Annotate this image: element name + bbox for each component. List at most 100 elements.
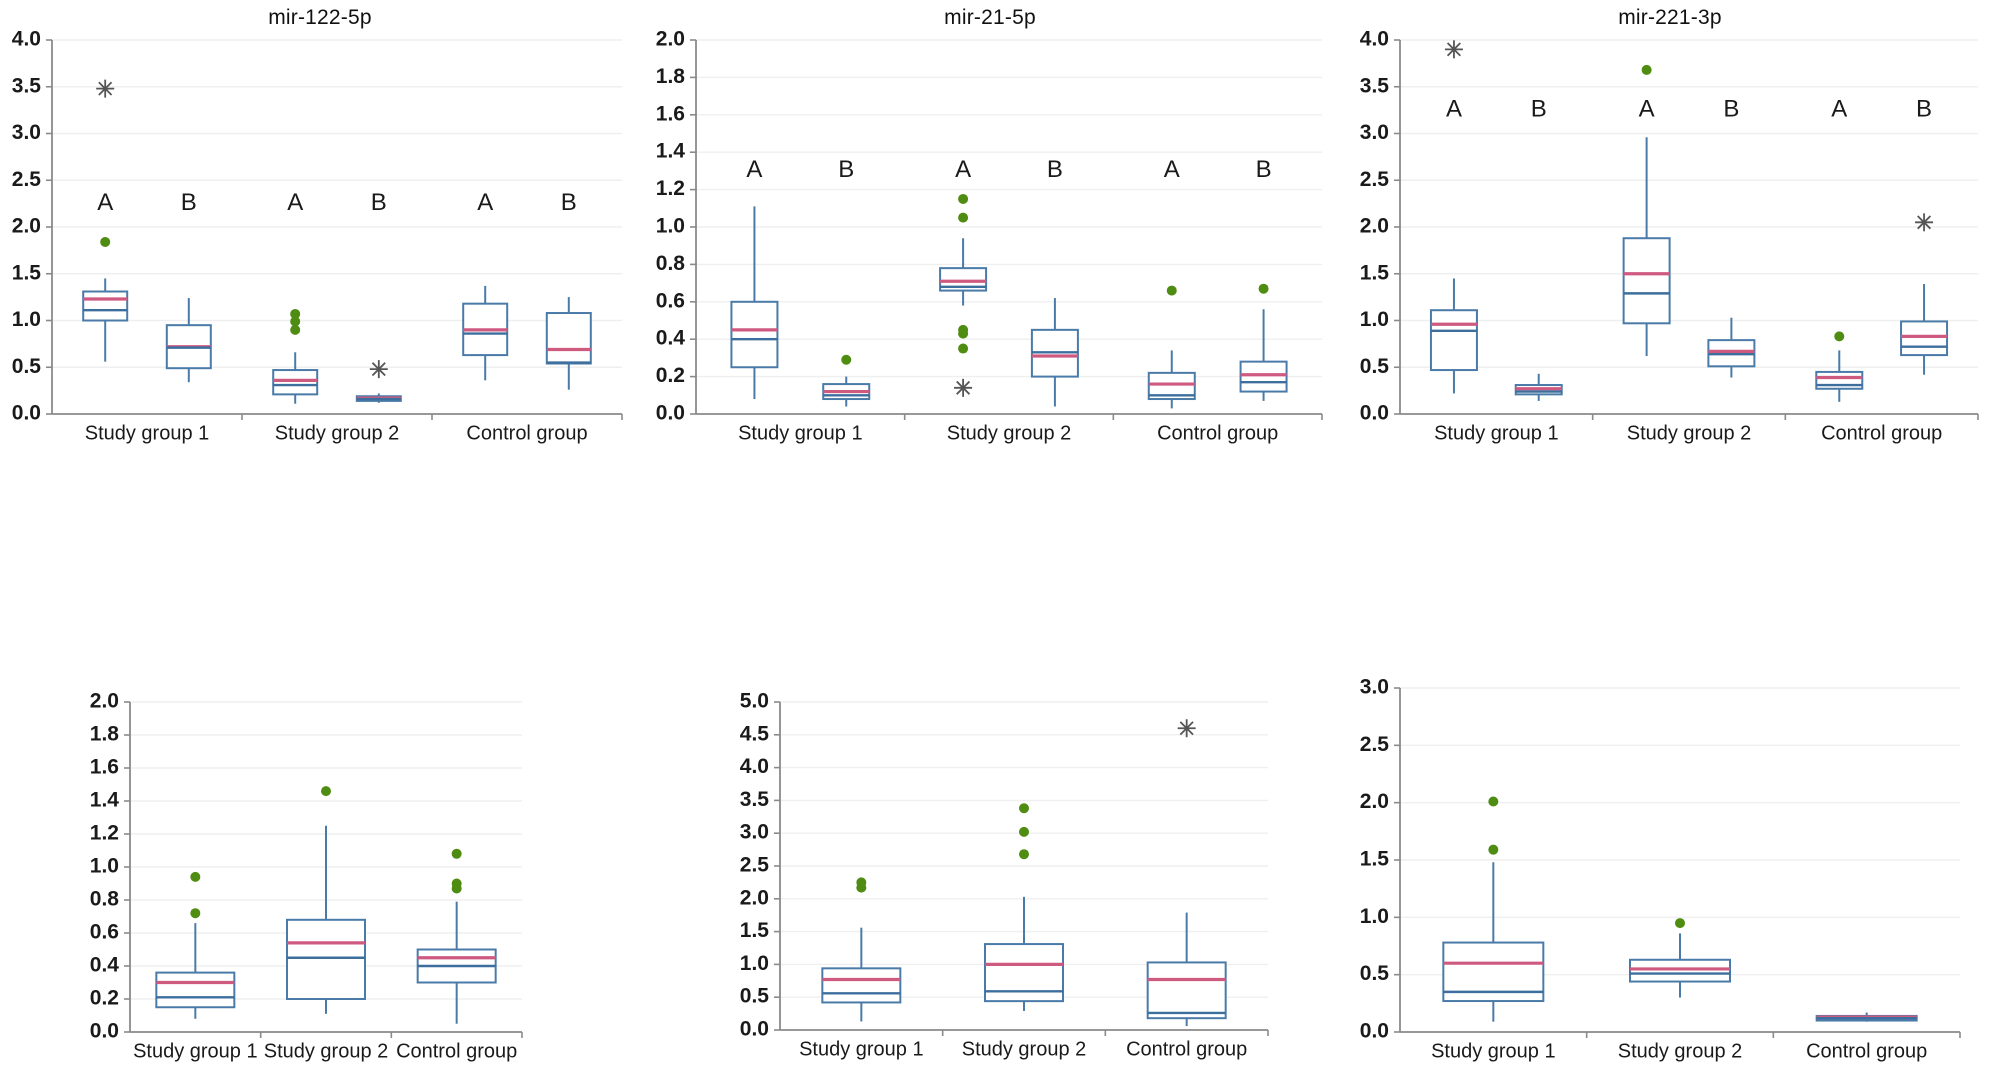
box-plot-group: B — [1900, 95, 1949, 375]
y-axis-tick-label: 2.5 — [1360, 733, 1390, 756]
y-axis-tick-label: 3.5 — [1360, 74, 1390, 97]
x-axis-category-label: Study group 2 — [264, 1041, 389, 1063]
y-axis-tick-label: 0.4 — [90, 954, 120, 977]
y-axis-tick-label: 2.0 — [90, 690, 119, 713]
y-axis-tick-label: 2.0 — [1360, 790, 1389, 813]
panel-title: mir-122-5p — [268, 6, 372, 29]
outlier-point — [1166, 285, 1177, 296]
box-rect — [82, 290, 129, 322]
box-rect — [272, 369, 319, 396]
y-axis-tick-label: 1.8 — [656, 65, 686, 88]
subgroup-label-a: A — [1831, 95, 1847, 122]
extreme-asterisk-marker — [1915, 213, 1934, 232]
box-plot-group — [1146, 719, 1227, 1027]
asterisk-ray — [1446, 42, 1461, 57]
y-axis-tick-label: 1.0 — [1360, 905, 1389, 928]
y-axis-tick-label: 3.0 — [1360, 676, 1389, 699]
y-axis-tick-label: 0.8 — [656, 252, 686, 275]
box-rect — [1815, 370, 1864, 390]
box-rect — [1622, 237, 1671, 325]
subgroup-label-b: B — [1047, 156, 1063, 183]
extreme-asterisk-marker — [96, 79, 115, 98]
y-axis-tick-label: 3.0 — [740, 821, 769, 844]
y-axis-tick-label: 0.8 — [90, 888, 120, 911]
y-axis-tick-label: 3.5 — [12, 74, 42, 97]
subgroup-label-b: B — [838, 156, 854, 183]
box-plot-group: A — [462, 189, 509, 381]
subgroup-label-a: A — [1639, 95, 1655, 122]
x-axis-category-label: Study group 1 — [85, 423, 210, 445]
x-axis-category-label: Study group 1 — [133, 1041, 258, 1063]
box-plot-group — [416, 848, 497, 1024]
subgroup-label-b: B — [561, 189, 577, 216]
box-rect — [1629, 958, 1731, 983]
outlier-point — [1488, 796, 1499, 807]
y-axis-tick-label: 1.2 — [90, 822, 119, 845]
outlier-point — [1019, 826, 1029, 837]
plot-area: 0.0 0.5 1.0 1.5 2.0 2.5 3.0 3.5 4.0 4.5 5.0 Study g… — [560, 620, 1280, 1080]
plot-area: 0.0 0.5 1.0 1.5 2.0 2.5 3.0 3.5 4.0 Study group 1… — [0, 26, 640, 456]
y-axis-tick-label: 0.0 — [740, 1018, 769, 1041]
box-plot-group: A — [1622, 64, 1671, 357]
box-plot-group — [286, 786, 366, 1014]
x-axis-category-label: Study group 2 — [962, 1039, 1087, 1061]
subgroup-label-a: A — [746, 156, 762, 183]
x-axis-category-label: Study group 2 — [947, 423, 1072, 445]
outlier-point — [100, 236, 111, 247]
asterisk-ray — [956, 380, 971, 395]
y-axis-tick-label: 0.4 — [656, 327, 686, 350]
y-axis-tick-label: 3.5 — [740, 788, 770, 811]
plot-area: 0.0 0.5 1.0 1.5 2.0 2.5 3.0 Study group 1 Study … — [1280, 620, 2000, 1080]
y-axis-tick-label: 1.2 — [656, 177, 685, 200]
y-axis-tick-label: 1.5 — [12, 261, 42, 284]
y-axis-tick-label: 1.8 — [90, 723, 120, 746]
x-axis-category-label: Control group — [1126, 1039, 1247, 1061]
y-axis-tick-label: 1.0 — [1360, 308, 1389, 331]
y-axis-tick-label: 2.0 — [656, 28, 685, 51]
extreme-asterisk-marker — [369, 360, 388, 379]
asterisk-ray — [1917, 215, 1932, 230]
outlier-point — [290, 316, 301, 327]
box-plot-group — [155, 871, 236, 1019]
y-axis-tick-label: 2.5 — [1360, 168, 1390, 191]
y-axis-tick-label: 4.0 — [1360, 28, 1389, 51]
asterisk-ray — [1179, 721, 1194, 736]
outlier-point — [841, 354, 852, 365]
outlier-point — [1834, 331, 1845, 342]
panel-title: mir-21-5p — [944, 6, 1036, 29]
panel-mir-122-5p: mir-122-5p 0.0 0.5 1.0 1.5 2.0 2.5 3.0 3.5 4.0 St… — [0, 0, 640, 460]
box-plot-group: B — [1030, 156, 1079, 407]
plot-area: 0.0 0.5 1.0 1.5 2.0 2.5 3.0 3.5 4.0 Study group 1… — [1340, 26, 2000, 456]
subgroup-label-b: B — [1723, 95, 1739, 122]
outlier-point — [321, 786, 331, 797]
y-axis-tick-label: 1.6 — [90, 756, 119, 779]
outlier-point — [958, 324, 969, 335]
x-axis-category-label: Study group 2 — [275, 423, 400, 445]
outlier-point — [190, 908, 201, 919]
box-plot-group: B — [1239, 156, 1288, 401]
box-plot-group: A — [272, 189, 319, 404]
panel-mir-221-3p: mir-221-3p 0.0 0.5 1.0 1.5 2.0 2.5 3.0 3.5 4.0 St… — [1340, 0, 2000, 460]
y-axis-tick-label: 1.6 — [656, 102, 685, 125]
y-axis-tick-label: 5.0 — [740, 690, 769, 713]
extreme-asterisk-marker — [1444, 40, 1463, 59]
y-axis-tick-label: 4.0 — [12, 28, 41, 51]
box-plot-group: A — [730, 156, 779, 400]
y-axis-tick-label: 1.4 — [90, 789, 120, 812]
box-rect — [1146, 961, 1227, 1020]
y-axis-tick-label: 0.2 — [656, 364, 685, 387]
x-axis-category-label: Control group — [1821, 423, 1942, 445]
subgroup-label-a: A — [477, 189, 493, 216]
box-rect — [1900, 320, 1949, 357]
box-plot-group — [1815, 1012, 1918, 1022]
box-plot-group — [821, 877, 902, 1022]
box-plot-group: A — [939, 156, 988, 397]
y-axis-tick-label: 4.5 — [740, 722, 770, 745]
x-axis-category-label: Control group — [1157, 423, 1278, 445]
subgroup-label-a: A — [955, 156, 971, 183]
outlier-point — [290, 308, 301, 319]
box-plot-group: B — [545, 189, 592, 390]
x-axis-category-label: Control group — [1806, 1041, 1927, 1063]
subgroup-label-a: A — [97, 189, 113, 216]
x-axis-category-label: Control group — [466, 423, 587, 445]
